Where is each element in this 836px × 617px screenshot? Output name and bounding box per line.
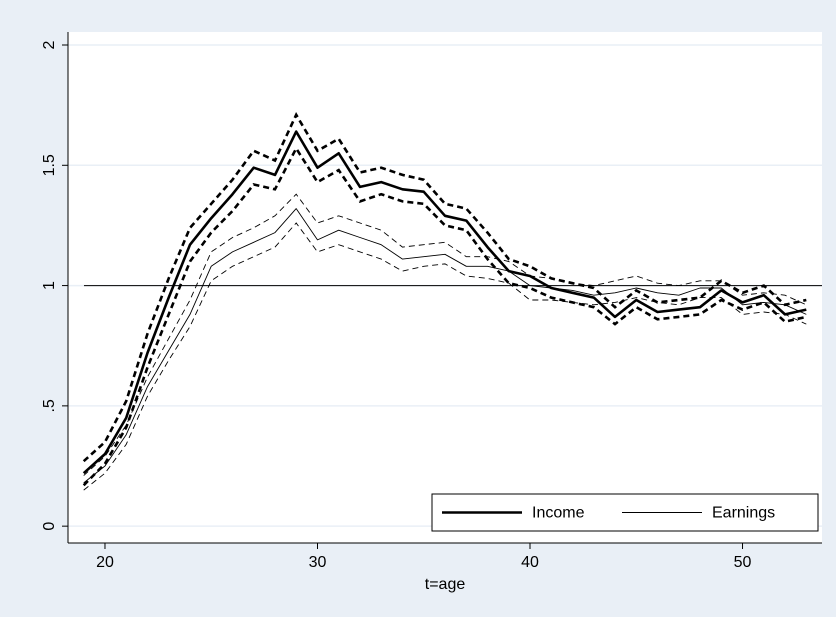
legend-label: Earnings	[712, 505, 775, 522]
plot-area	[68, 32, 822, 543]
x-tick-label: 50	[734, 554, 752, 571]
y-tick-label: 1	[41, 281, 58, 290]
x-tick-label: 20	[96, 554, 114, 571]
series-line	[82, 130, 807, 475]
legend: Income Earnings	[431, 493, 819, 532]
confidence-band	[83, 193, 807, 476]
y-tick-label: .5	[41, 399, 58, 412]
y-tick-label: 0	[41, 522, 58, 531]
x-tick-label: 30	[309, 554, 327, 571]
y-tick-label: 1.5	[41, 154, 58, 176]
confidence-band	[83, 222, 807, 491]
y-tick-label: 2	[41, 40, 58, 49]
confidence-band	[82, 145, 807, 487]
confidence-band	[82, 112, 807, 463]
series-line	[83, 208, 807, 484]
x-tick-label: 40	[521, 554, 539, 571]
x-axis-label: t=age	[425, 576, 466, 593]
legend-label: Income	[532, 505, 585, 522]
